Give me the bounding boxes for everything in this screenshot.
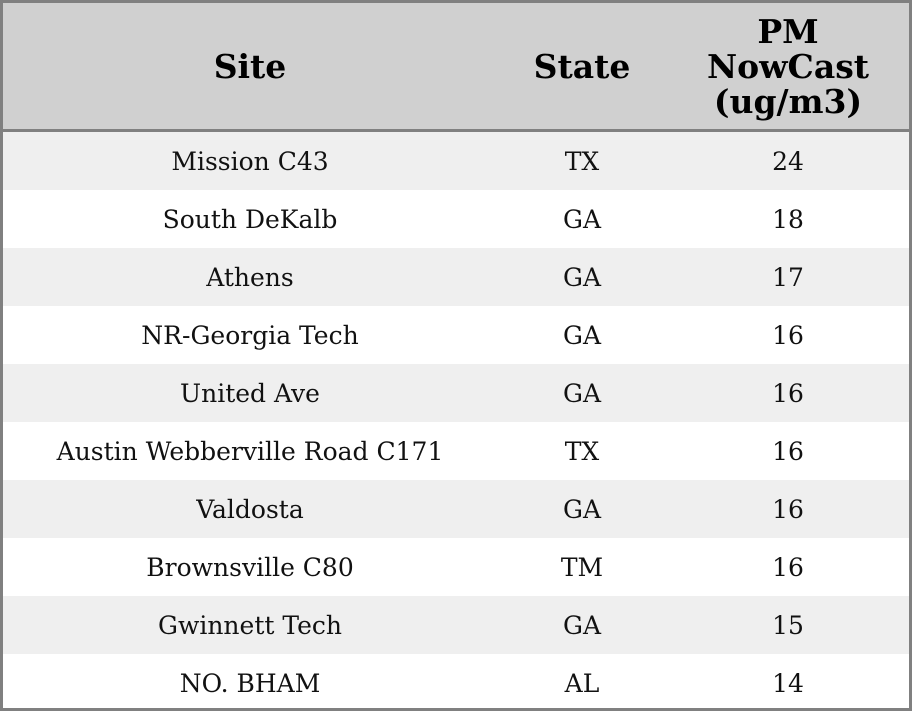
state-cell: TX <box>564 436 600 466</box>
pm-cell: 14 <box>772 668 804 698</box>
pm-cell: 16 <box>772 436 804 466</box>
header-site: Site <box>213 46 287 86</box>
table-row: Brownsville C80 TM 16 <box>3 538 909 596</box>
table-row: Austin Webberville Road C171 TX 16 <box>3 422 909 480</box>
pm-cell: 16 <box>772 552 804 582</box>
site-cell: Mission C43 <box>171 146 329 176</box>
header-pm-line2: NowCast <box>706 46 870 86</box>
state-cell: GA <box>562 320 602 350</box>
state-cell: GA <box>562 494 602 524</box>
pm-cell: 16 <box>772 494 804 524</box>
state-cell: TM <box>560 552 604 582</box>
site-cell: NR-Georgia Tech <box>141 320 359 350</box>
site-cell: Austin Webberville Road C171 <box>56 436 444 466</box>
header-pm-nowcast: PM NowCast (ug/m3) <box>667 3 909 129</box>
table-header-row: Site State PM NowCast (ug/m3) <box>3 3 909 132</box>
pm-cell: 18 <box>772 204 804 234</box>
site-cell: Valdosta <box>196 494 304 524</box>
state-cell: GA <box>562 204 602 234</box>
header-state: State <box>533 46 631 86</box>
state-cell: GA <box>562 378 602 408</box>
site-cell: South DeKalb <box>162 204 338 234</box>
table-row: Mission C43 TX 24 <box>3 132 909 190</box>
pm-cell: 15 <box>772 610 804 640</box>
table-row: Valdosta GA 16 <box>3 480 909 538</box>
header-pm-line3: (ug/m3) <box>713 81 863 121</box>
pm-cell: 17 <box>772 262 804 292</box>
state-cell: AL <box>564 668 600 698</box>
table-row: NR-Georgia Tech GA 16 <box>3 306 909 364</box>
state-cell: GA <box>562 262 602 292</box>
table-row: NO. BHAM AL 14 <box>3 654 909 708</box>
table-row: Gwinnett Tech GA 15 <box>3 596 909 654</box>
table-body: Mission C43 TX 24 South DeKalb GA 18 Ath… <box>3 132 909 708</box>
site-cell: United Ave <box>180 378 320 408</box>
pm-cell: 16 <box>772 320 804 350</box>
site-cell: Gwinnett Tech <box>157 610 343 640</box>
site-cell: Brownsville C80 <box>146 552 354 582</box>
site-cell: NO. BHAM <box>179 668 321 698</box>
table-row: South DeKalb GA 18 <box>3 190 909 248</box>
header-pm-lines: PM NowCast (ug/m3) <box>707 14 869 119</box>
state-cell: TX <box>564 146 600 176</box>
site-cell: Athens <box>206 262 294 292</box>
state-cell: GA <box>562 610 602 640</box>
pm-cell: 24 <box>772 146 804 176</box>
table-row: United Ave GA 16 <box>3 364 909 422</box>
header-pm-line1: PM <box>757 11 819 51</box>
table-row: Athens GA 17 <box>3 248 909 306</box>
pm-cell: 16 <box>772 378 804 408</box>
